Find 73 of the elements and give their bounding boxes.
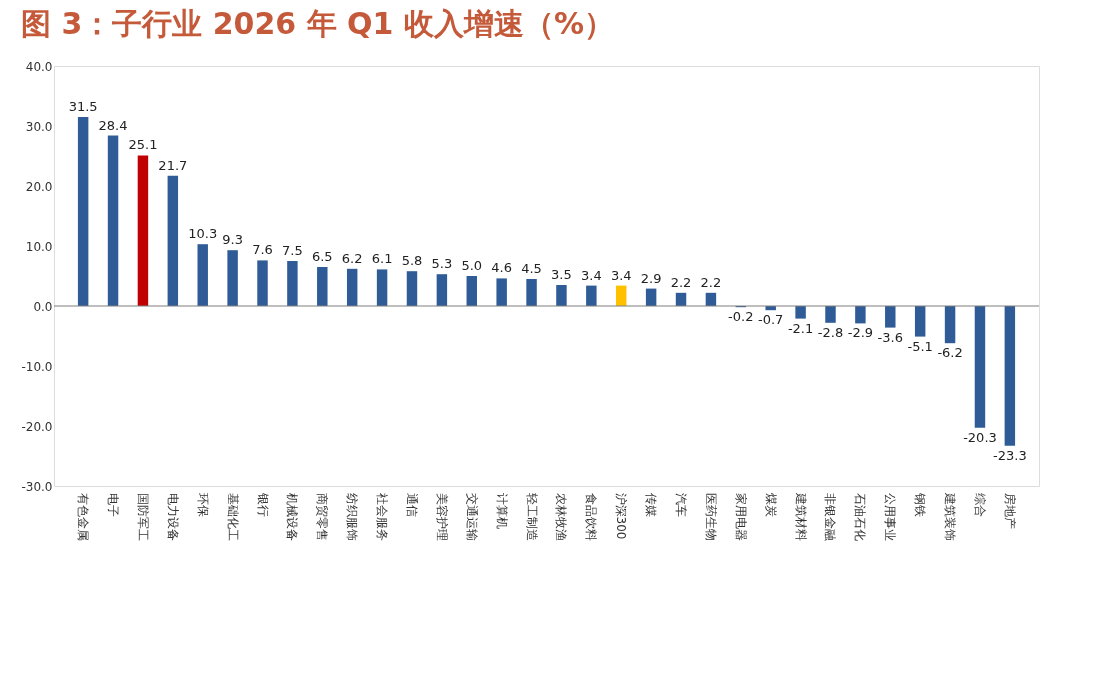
x-tick-label: 农林牧渔 bbox=[554, 492, 569, 541]
data-label: -6.2 bbox=[937, 345, 963, 361]
x-tick-label: 家用电器 bbox=[733, 492, 748, 541]
data-label: -0.2 bbox=[728, 309, 754, 325]
data-label: -5.1 bbox=[907, 338, 933, 354]
data-label: 7.5 bbox=[282, 243, 303, 258]
x-tick-label: 环保 bbox=[195, 492, 210, 517]
x-tick-label: 基础化工 bbox=[225, 492, 240, 541]
data-label: -2.8 bbox=[817, 324, 844, 340]
x-tick-label: 建筑装饰 bbox=[943, 491, 958, 541]
data-label: 21.7 bbox=[158, 157, 188, 173]
x-tick-label: 综合 bbox=[972, 492, 987, 517]
y-tick-label: -10.0 bbox=[21, 359, 53, 374]
data-label: 5.3 bbox=[431, 256, 453, 272]
data-label: 10.3 bbox=[188, 226, 218, 242]
data-label: 6.1 bbox=[371, 251, 393, 267]
x-tick-label: 食品饮料 bbox=[584, 492, 599, 541]
x-tick-label: 国防军工 bbox=[135, 492, 150, 541]
data-label: -0.7 bbox=[758, 312, 784, 328]
x-tick-label: 机械设备 bbox=[285, 492, 300, 541]
y-tick-label: 20.0 bbox=[25, 179, 53, 194]
data-label: 7.6 bbox=[252, 242, 273, 258]
data-label: 6.2 bbox=[341, 250, 363, 266]
x-tick-label: 石油石化 bbox=[853, 492, 868, 541]
x-tick-label: 建筑材料 bbox=[793, 491, 808, 541]
x-tick-label: 有色金属 bbox=[76, 492, 91, 541]
data-label: 9.3 bbox=[222, 232, 243, 248]
x-tick-label: 煤炭 bbox=[763, 492, 778, 517]
data-label: -23.3 bbox=[993, 447, 1027, 463]
x-tick-label: 房地产 bbox=[1002, 492, 1017, 529]
y-tick-label: 0.0 bbox=[33, 299, 53, 314]
x-tick-label: 通信 bbox=[404, 492, 419, 517]
data-label: 25.1 bbox=[128, 137, 158, 153]
x-tick-label: 非银金融 bbox=[823, 492, 838, 541]
data-label: 2.2 bbox=[700, 274, 722, 290]
data-label: 5.0 bbox=[461, 258, 483, 273]
data-label: -3.6 bbox=[877, 329, 903, 345]
data-label: 3.4 bbox=[610, 267, 632, 283]
x-tick-label: 计算机 bbox=[494, 492, 509, 529]
x-tick-label: 沪深300 bbox=[614, 492, 629, 540]
x-tick-label: 社会服务 bbox=[375, 492, 390, 541]
x-tick-label: 钢铁 bbox=[913, 491, 928, 517]
data-label: 4.5 bbox=[521, 261, 542, 276]
data-label: 3.5 bbox=[551, 267, 572, 282]
x-tick-label: 商贸零售 bbox=[315, 492, 330, 541]
x-tick-label: 银行 bbox=[255, 491, 270, 517]
data-label: 2.9 bbox=[640, 270, 662, 286]
y-tick-label: -30.0 bbox=[21, 479, 53, 494]
data-label: 5.8 bbox=[401, 253, 423, 269]
x-tick-label: 电子 bbox=[106, 492, 121, 517]
y-tick-label: 10.0 bbox=[25, 239, 53, 254]
data-label: 28.4 bbox=[98, 117, 128, 133]
x-tick-label: 公用事业 bbox=[883, 492, 898, 541]
x-tick-label: 传媒 bbox=[644, 492, 659, 517]
chart-title: 图 3：子行业 2026 年 Q1 收入增速（%） bbox=[20, 6, 614, 41]
y-tick-label: 30.0 bbox=[25, 119, 53, 134]
y-tick-label: 40.0 bbox=[25, 59, 53, 74]
data-label: 2.2 bbox=[670, 274, 692, 290]
data-label: 6.5 bbox=[311, 249, 333, 264]
x-tick-label: 交通运输 bbox=[464, 492, 479, 541]
data-label: 3.4 bbox=[581, 267, 602, 283]
data-label: 4.6 bbox=[491, 260, 512, 276]
x-tick-label: 汽车 bbox=[674, 492, 689, 517]
x-tick-label: 电力设备 bbox=[165, 492, 180, 541]
data-label: -2.1 bbox=[787, 320, 814, 336]
x-tick-label: 医药生物 bbox=[703, 492, 718, 541]
data-label: -20.3 bbox=[963, 429, 997, 445]
x-tick-label: 轻工制造 bbox=[524, 492, 539, 541]
y-tick-label: -20.0 bbox=[21, 419, 53, 434]
data-label: -2.9 bbox=[847, 325, 874, 341]
x-tick-label: 美容护理 bbox=[434, 492, 449, 541]
data-label: 31.5 bbox=[68, 99, 98, 114]
x-tick-label: 纺织服饰 bbox=[345, 492, 360, 541]
